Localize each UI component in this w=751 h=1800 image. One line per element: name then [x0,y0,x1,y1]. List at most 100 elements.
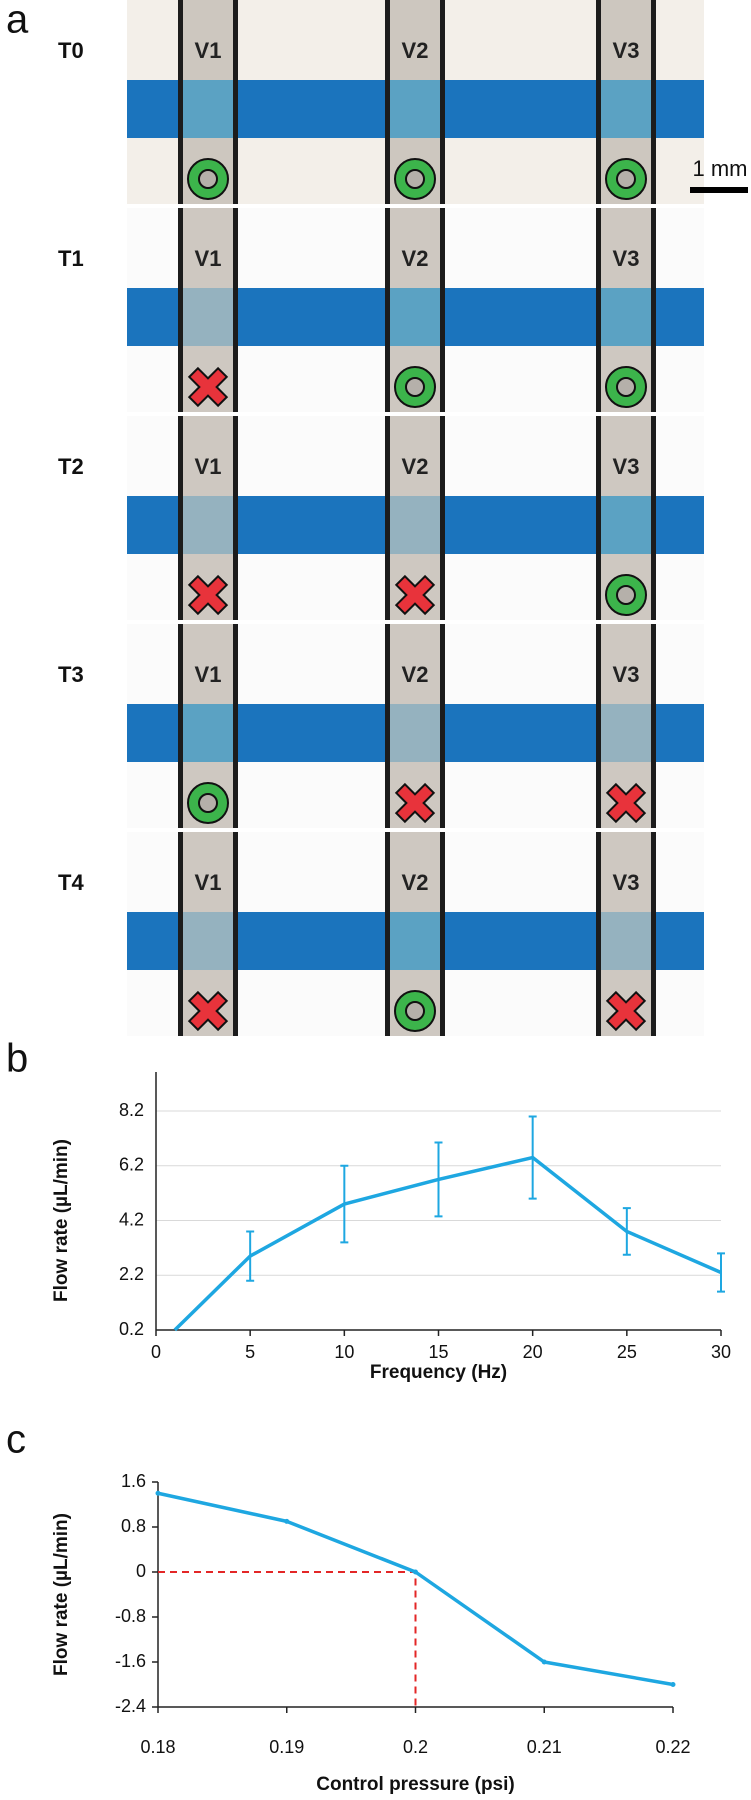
x-axis-label: Frequency (Hz) [370,1362,507,1383]
valve-open-icon-center [616,169,636,189]
data-point [541,1659,547,1665]
valve-region [183,80,233,138]
panel-label: c [6,1418,26,1462]
row-label: T0 [58,38,84,63]
channel-wall [440,416,445,620]
valve-label: V2 [402,38,429,63]
channel-wall [233,208,238,412]
error-bar [340,1164,349,1244]
channel-wall [596,416,601,620]
valve-label: V3 [613,246,640,271]
x-axis-label: Control pressure (psi) [316,1774,514,1795]
channel-wall [651,208,656,412]
valve-open-icon-center [405,1001,425,1021]
valve-region [601,704,651,762]
valve-region [390,288,440,346]
valve-label: V3 [613,454,640,479]
valve-region [183,496,233,554]
valve-open-icon-center [198,793,218,813]
error-bar [246,1230,255,1282]
valve-region [601,912,651,970]
y-tick-label: 1.6 [121,1471,146,1491]
x-tick-label: 5 [245,1342,255,1362]
x-tick-label: 0.21 [527,1737,562,1757]
valve-open-icon-center [616,585,636,605]
y-axis-label: Flow rate (µL/min) [51,1513,72,1676]
valve-region [183,288,233,346]
valve-region [390,704,440,762]
valve-label: V3 [613,38,640,63]
y-tick-label: 0.8 [121,1516,146,1536]
row-label: T3 [58,662,84,687]
y-tick-label: 6.2 [119,1155,144,1175]
valve-label: V2 [402,662,429,687]
valve-open-icon-center [405,169,425,189]
valve-closed-icon [605,990,647,1032]
scale-bar-label: 1 mm [693,156,748,181]
valve-region [601,80,651,138]
channel-wall [178,624,183,828]
panel-label: b [6,1037,28,1081]
x-tick-label: 0.22 [655,1737,690,1757]
error-bar [622,1207,631,1256]
data-line [173,1155,722,1332]
channel-wall [385,624,390,828]
channel-wall [596,0,601,204]
valve-label: V1 [195,454,222,479]
channel-wall [385,208,390,412]
channel-wall [385,416,390,620]
valve-closed-icon [394,782,436,824]
valve-label: V1 [195,662,222,687]
channel-wall [178,832,183,1036]
x-tick-label: 0.18 [140,1737,175,1757]
y-tick-label: 0 [136,1561,146,1581]
valve-label: V1 [195,870,222,895]
channel-wall [233,0,238,204]
valve-region [601,496,651,554]
y-tick-label: -0.8 [115,1606,146,1626]
row-label: T4 [58,870,84,895]
valve-region [390,912,440,970]
error-bar [717,1252,725,1293]
x-tick-label: 0.2 [403,1737,428,1757]
channel-wall [178,0,183,204]
channel-wall [178,416,183,620]
reference-line [158,1571,417,1707]
valve-closed-icon [187,990,229,1032]
valve-open-icon-center [198,169,218,189]
valve-region [390,496,440,554]
channel-wall [440,208,445,412]
x-tick-label: 0.19 [269,1737,304,1757]
valve-closed-icon [394,574,436,616]
channel-wall [385,832,390,1036]
valve-closed-icon [187,366,229,408]
channel-wall [651,832,656,1036]
data-point [155,1490,161,1496]
valve-region [183,704,233,762]
data-point [284,1518,290,1524]
row-label: T2 [58,454,84,479]
data-point [670,1682,676,1687]
channel-wall [440,624,445,828]
valve-label: V2 [402,454,429,479]
x-tick-label: 20 [523,1342,543,1362]
channel-wall [651,624,656,828]
channel-wall [596,624,601,828]
valve-open-icon-center [405,377,425,397]
y-tick-label: 0.2 [119,1319,144,1339]
y-tick-label: -1.6 [115,1651,146,1671]
valve-label: V2 [402,246,429,271]
panel-label: a [6,0,29,42]
y-axis-label: Flow rate (µL/min) [51,1139,72,1302]
scale-bar [690,187,748,193]
channel-wall [440,0,445,204]
x-tick-label: 30 [711,1342,731,1362]
valve-closed-icon [187,574,229,616]
valve-label: V1 [195,246,222,271]
x-tick-label: 25 [617,1342,637,1362]
y-tick-label: -2.4 [115,1696,146,1716]
valve-region [183,912,233,970]
error-bar [528,1115,537,1200]
data-point [413,1569,418,1575]
